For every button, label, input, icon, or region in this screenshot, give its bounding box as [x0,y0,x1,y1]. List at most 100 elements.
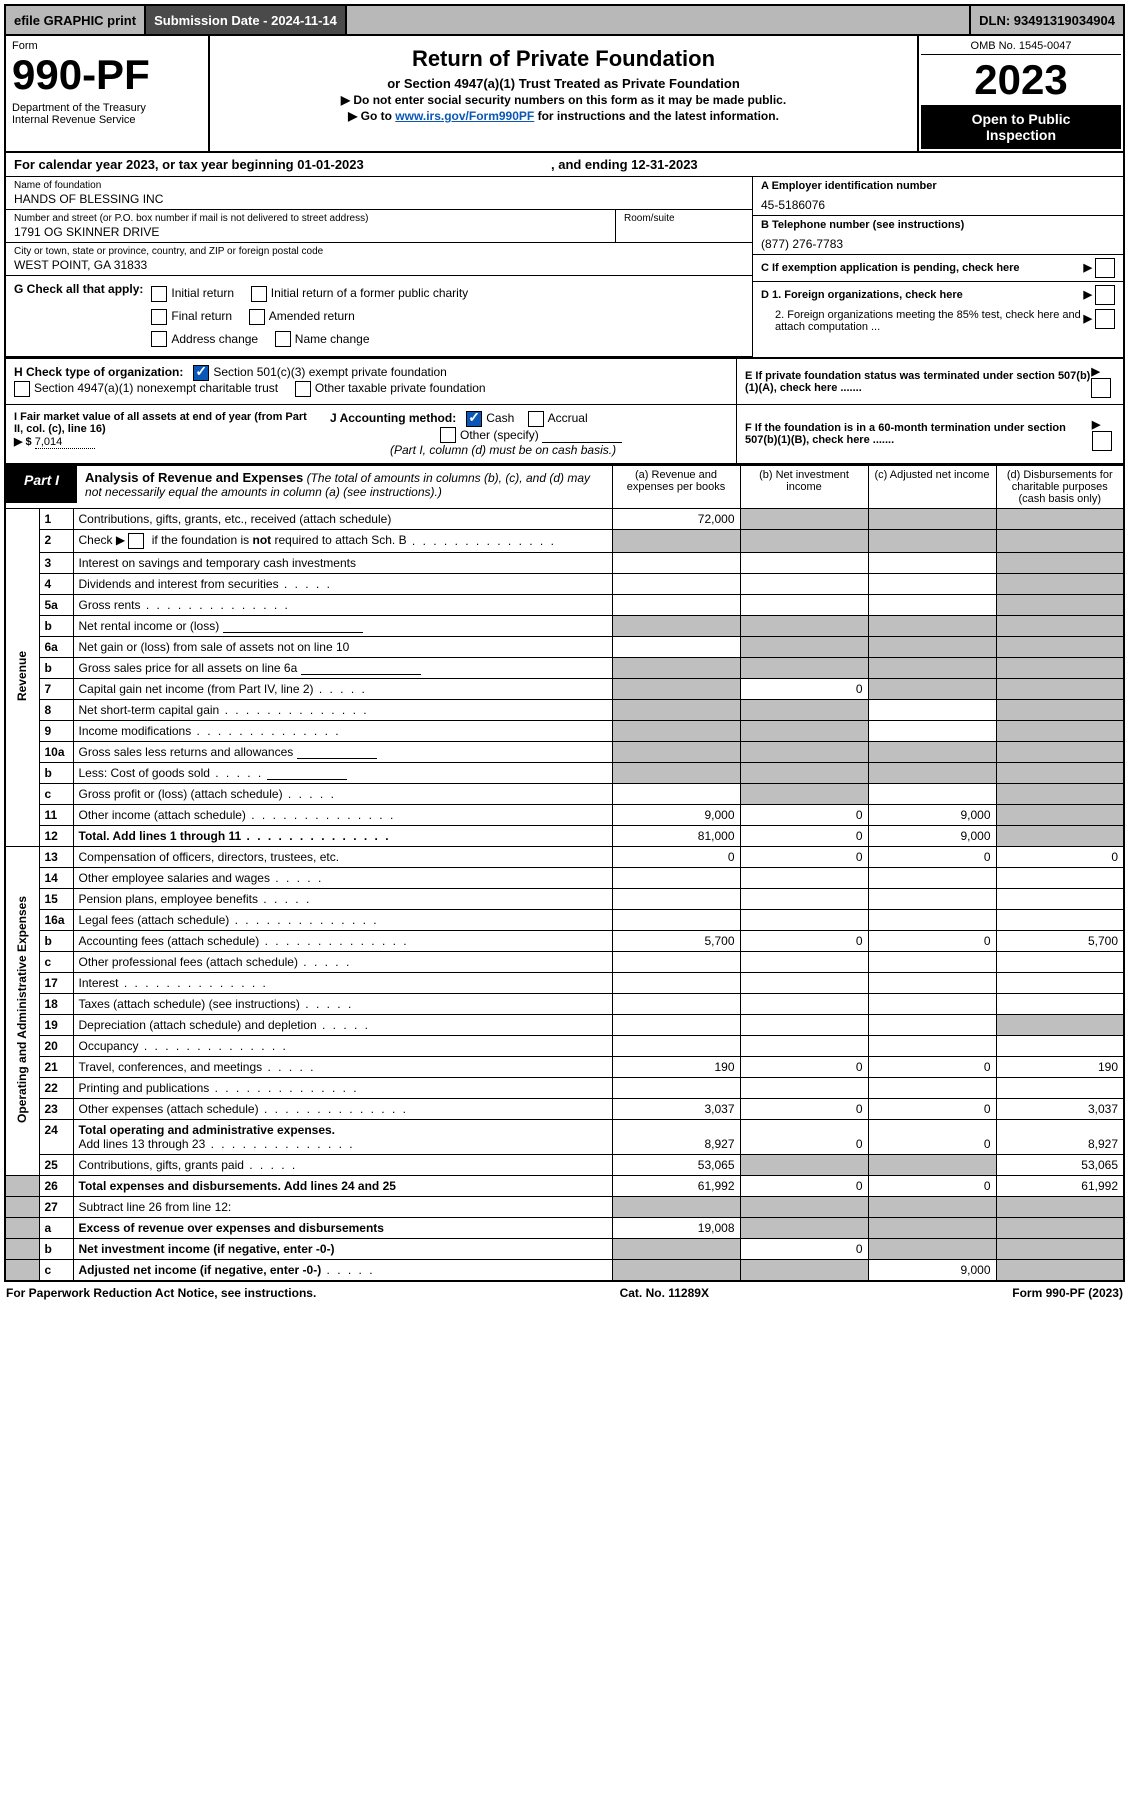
revenue-side-label: Revenue [5,509,39,847]
phone: (877) 276-7783 [761,237,1115,251]
checkbox-initial-former[interactable] [251,286,267,302]
city-cell: City or town, state or province, country… [6,243,752,276]
omb-number: OMB No. 1545-0047 [921,38,1121,55]
f-cell: F If the foundation is in a 60-month ter… [736,405,1123,463]
checkbox-initial-return[interactable] [151,286,167,302]
city-state-zip: WEST POINT, GA 31833 [14,258,744,272]
part1-label: Part I [6,466,77,503]
row-27b: bNet investment income (if negative, ent… [5,1239,1124,1260]
checkbox-final-return[interactable] [151,309,167,325]
address-row: Number and street (or P.O. box number if… [6,210,752,243]
checkbox-501c3[interactable] [193,365,209,381]
e-cell: E If private foundation status was termi… [736,359,1123,404]
row-10c: cGross profit or (loss) (attach schedule… [5,784,1124,805]
i-cell: I Fair market value of all assets at end… [6,405,322,463]
checkbox-other-method[interactable] [440,427,456,443]
dln-label: DLN: 93491319034904 [969,6,1123,34]
checkbox-c[interactable] [1095,258,1115,278]
room-suite: Room/suite [616,210,752,242]
ein-cell: A Employer identification number 45-5186… [753,177,1123,216]
form-title: Return of Private Foundation [216,46,911,72]
header-warn: ▶ Do not enter social security numbers o… [216,93,911,107]
part1-desc: Analysis of Revenue and Expenses (The to… [77,466,611,503]
dept-line1: Department of the Treasury [12,102,202,114]
foundation-name-cell: Name of foundation HANDS OF BLESSING INC [6,177,752,210]
row-21: 21Travel, conferences, and meetings19000… [5,1057,1124,1078]
checkbox-accrual[interactable] [528,411,544,427]
d-cell: D 1. Foreign organizations, check here ▶… [753,282,1123,356]
row-8: 8Net short-term capital gain [5,700,1124,721]
checkbox-address-change[interactable] [151,331,167,347]
header-goto: ▶ Go to www.irs.gov/Form990PF for instru… [216,109,911,123]
footer-mid: Cat. No. 11289X [620,1286,709,1300]
row-4: 4Dividends and interest from securities [5,574,1124,595]
row-5b: bNet rental income or (loss) [5,616,1124,637]
row-11: 11Other income (attach schedule)9,00009,… [5,805,1124,826]
submission-date: Submission Date - 2024-11-14 [146,6,347,34]
top-spacer [347,6,969,34]
tax-year: 2023 [921,55,1121,105]
footer-left: For Paperwork Reduction Act Notice, see … [6,1286,316,1300]
checkbox-name-change[interactable] [275,331,291,347]
checkbox-d2[interactable] [1095,309,1115,329]
col-a-header: (a) Revenue and expenses per books [612,466,740,509]
row-13: Operating and Administrative Expenses 13… [5,847,1124,868]
checkbox-4947a1[interactable] [14,381,30,397]
foundation-name: HANDS OF BLESSING INC [14,192,744,206]
checkbox-e[interactable] [1091,378,1111,398]
form-subtitle: or Section 4947(a)(1) Trust Treated as P… [216,76,911,91]
ein: 45-5186076 [761,198,1115,212]
row-16b: bAccounting fees (attach schedule)5,7000… [5,931,1124,952]
row-14: 14Other employee salaries and wages [5,868,1124,889]
row-19: 19Depreciation (attach schedule) and dep… [5,1015,1124,1036]
open-public-badge: Open to Public Inspection [921,105,1121,149]
row-6b: bGross sales price for all assets on lin… [5,658,1124,679]
row-10a: 10aGross sales less returns and allowanc… [5,742,1124,763]
expenses-side-label: Operating and Administrative Expenses [5,847,39,1176]
g-check-row: G Check all that apply: Initial return I… [6,276,752,357]
row-10b: bLess: Cost of goods sold [5,763,1124,784]
col-c-header: (c) Adjusted net income [868,466,996,509]
row-27a: aExcess of revenue over expenses and dis… [5,1218,1124,1239]
row-3: 3Interest on savings and temporary cash … [5,553,1124,574]
calendar-year-line: For calendar year 2023, or tax year begi… [4,153,1125,177]
row-22: 22Printing and publications [5,1078,1124,1099]
col-d-header: (d) Disbursements for charitable purpose… [996,466,1124,509]
checkbox-d1[interactable] [1095,285,1115,305]
row-23: 23Other expenses (attach schedule)3,0370… [5,1099,1124,1120]
dept-line2: Internal Revenue Service [12,114,202,126]
checkbox-schb[interactable] [128,533,144,549]
checkbox-amended[interactable] [249,309,265,325]
header-left: Form 990-PF Department of the Treasury I… [6,36,210,151]
row-6a: 6aNet gain or (loss) from sale of assets… [5,637,1124,658]
col-b-header: (b) Net investment income [740,466,868,509]
row-16c: cOther professional fees (attach schedul… [5,952,1124,973]
row-1: Revenue 1Contributions, gifts, grants, e… [5,509,1124,530]
header-center: Return of Private Foundation or Section … [210,36,917,151]
checkbox-cash[interactable] [466,411,482,427]
street-address: 1791 OG SKINNER DRIVE [14,225,607,239]
checkbox-f[interactable] [1092,431,1112,451]
header-right: OMB No. 1545-0047 2023 Open to Public In… [917,36,1123,151]
j-cell: J Accounting method: Cash Accrual Other … [322,405,736,463]
entity-info: Name of foundation HANDS OF BLESSING INC… [4,177,1125,359]
row-7: 7Capital gain net income (from Part IV, … [5,679,1124,700]
page-footer: For Paperwork Reduction Act Notice, see … [4,1282,1125,1304]
row-18: 18Taxes (attach schedule) (see instructi… [5,994,1124,1015]
row-2: 2 Check ▶ if the foundation is not requi… [5,530,1124,553]
row-27c: cAdjusted net income (if negative, enter… [5,1260,1124,1282]
checkbox-other-taxable[interactable] [295,381,311,397]
h-row: H Check type of organization: Section 50… [6,359,736,404]
top-bar: efile GRAPHIC print Submission Date - 20… [4,4,1125,36]
irs-link[interactable]: www.irs.gov/Form990PF [395,109,534,123]
phone-cell: B Telephone number (see instructions) (8… [753,216,1123,255]
form-header: Form 990-PF Department of the Treasury I… [4,36,1125,153]
row-5a: 5aGross rents [5,595,1124,616]
row-20: 20Occupancy [5,1036,1124,1057]
row-12: 12Total. Add lines 1 through 1181,00009,… [5,826,1124,847]
footer-right: Form 990-PF (2023) [1012,1286,1123,1300]
row-15: 15Pension plans, employee benefits [5,889,1124,910]
efile-label: efile GRAPHIC print [6,6,146,34]
c-cell: C If exemption application is pending, c… [753,255,1123,282]
row-27: 27Subtract line 26 from line 12: [5,1197,1124,1218]
